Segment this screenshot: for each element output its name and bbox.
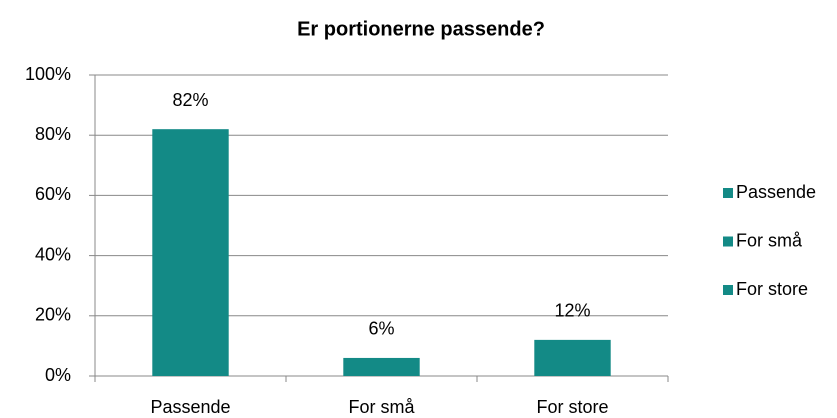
legend-label: Passende (736, 182, 816, 202)
bar (152, 129, 229, 376)
x-tick-label: For store (536, 397, 608, 417)
legend-label: For store (736, 279, 808, 299)
data-label: 6% (368, 319, 394, 339)
bar (534, 339, 611, 376)
legend-swatch (723, 188, 733, 198)
legend-swatch (723, 285, 733, 295)
legend-swatch (723, 236, 733, 247)
x-tick-label: For små (348, 397, 415, 417)
y-tick-label: 80% (35, 124, 71, 144)
y-tick-label: 40% (35, 244, 71, 264)
data-label: 82% (172, 90, 208, 110)
y-tick-label: 20% (35, 305, 71, 325)
x-tick-label: Passende (150, 397, 230, 417)
y-tick-label: 0% (45, 365, 71, 385)
chart-title: Er portionerne passende? (297, 18, 545, 40)
data-label: 12% (554, 301, 590, 321)
bar (343, 357, 420, 376)
legend-label: For små (736, 230, 803, 250)
y-tick-label: 60% (35, 184, 71, 204)
y-tick-label: 100% (25, 64, 71, 84)
